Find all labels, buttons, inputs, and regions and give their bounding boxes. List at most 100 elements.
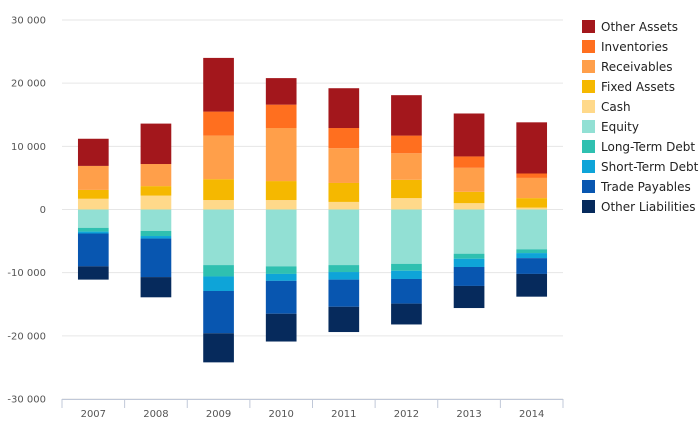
bar-segment-equity-2009[interactable] xyxy=(203,209,234,266)
bar-segment-cash-2008[interactable] xyxy=(140,195,172,210)
bar-segment-equity-2008[interactable] xyxy=(140,209,172,231)
bar-segment-cash-2009[interactable] xyxy=(203,200,234,210)
legend-item-other-liabilities[interactable]: Other Liabilities xyxy=(582,200,696,214)
bar-segment-fixed-assets-2013[interactable] xyxy=(453,191,485,204)
bar-segment-long-term-debt-2011[interactable] xyxy=(328,265,360,273)
bar-segment-other-assets-2009[interactable] xyxy=(203,57,234,112)
bar-segment-receivables-2008[interactable] xyxy=(140,164,172,187)
bar-segment-trade-payables-2010[interactable] xyxy=(265,280,297,314)
bar-segment-trade-payables-2014[interactable] xyxy=(516,258,548,274)
bar-segment-equity-2007[interactable] xyxy=(77,209,109,228)
bar-segment-other-assets-2008[interactable] xyxy=(140,123,172,165)
bar-segment-equity-2012[interactable] xyxy=(391,209,422,264)
bar-segment-other-assets-2014[interactable] xyxy=(516,122,548,174)
bar-segment-other-assets-2007[interactable] xyxy=(77,138,109,166)
bar-segment-equity-2014[interactable] xyxy=(516,209,548,250)
y-tick-label: 0 xyxy=(40,205,46,216)
bar-segment-inventories-2014[interactable] xyxy=(516,173,548,178)
legend-label: Short-Term Debt xyxy=(601,160,699,174)
bar-segment-trade-payables-2008[interactable] xyxy=(140,238,172,278)
bar-segment-fixed-assets-2011[interactable] xyxy=(328,182,360,202)
bar-segment-equity-2011[interactable] xyxy=(328,209,360,266)
bar-segment-long-term-debt-2007[interactable] xyxy=(77,227,109,232)
bar-segment-short-term-debt-2013[interactable] xyxy=(453,258,485,267)
bar-segment-cash-2013[interactable] xyxy=(453,203,485,210)
bar-segment-long-term-debt-2013[interactable] xyxy=(453,253,485,259)
bar-segment-trade-payables-2013[interactable] xyxy=(453,266,485,286)
bar-segment-short-term-debt-2007[interactable] xyxy=(77,231,109,234)
bar-segment-inventories-2010[interactable] xyxy=(265,104,297,129)
legend-item-inventories[interactable]: Inventories xyxy=(582,40,668,54)
bar-segment-long-term-debt-2010[interactable] xyxy=(265,266,297,274)
bar-segment-cash-2014[interactable] xyxy=(516,207,548,210)
bar-segment-fixed-assets-2009[interactable] xyxy=(203,179,234,201)
legend-swatch xyxy=(582,60,595,73)
x-tick-label: 2008 xyxy=(143,409,168,420)
bar-segment-trade-payables-2012[interactable] xyxy=(391,278,422,304)
legend-item-cash[interactable]: Cash xyxy=(582,100,631,114)
bar-segment-fixed-assets-2008[interactable] xyxy=(140,186,172,196)
bar-segment-equity-2013[interactable] xyxy=(453,209,485,254)
bar-segment-other-assets-2011[interactable] xyxy=(328,88,360,129)
legend-swatch xyxy=(582,100,595,113)
legend-item-receivables[interactable]: Receivables xyxy=(582,60,673,74)
bar-segment-receivables-2014[interactable] xyxy=(516,177,548,199)
bar-segment-trade-payables-2007[interactable] xyxy=(77,233,109,267)
legend-item-short-term-debt[interactable]: Short-Term Debt xyxy=(582,160,699,174)
bar-segment-other-liabilities-2012[interactable] xyxy=(391,303,422,325)
legend-item-other-assets[interactable]: Other Assets xyxy=(582,20,678,34)
bar-segment-receivables-2013[interactable] xyxy=(453,167,485,192)
legend: Other Assets Inventories Receivables Fixed … xyxy=(582,20,699,214)
bar-segment-fixed-assets-2007[interactable] xyxy=(77,189,109,199)
legend-item-long-term-debt[interactable]: Long-Term Debt xyxy=(582,140,695,154)
bar-segment-short-term-debt-2009[interactable] xyxy=(203,276,234,291)
bar-segment-other-liabilities-2009[interactable] xyxy=(203,333,234,363)
x-tick-label: 2012 xyxy=(394,409,419,420)
bar-segment-inventories-2009[interactable] xyxy=(203,111,234,136)
bar-segment-long-term-debt-2014[interactable] xyxy=(516,249,548,254)
bar-segment-receivables-2011[interactable] xyxy=(328,148,360,183)
bar-segment-short-term-debt-2012[interactable] xyxy=(391,270,422,279)
bar-segment-other-liabilities-2008[interactable] xyxy=(140,277,172,298)
x-tick-label: 2013 xyxy=(456,409,481,420)
bar-segment-other-assets-2012[interactable] xyxy=(391,95,422,136)
legend-swatch xyxy=(582,180,595,193)
bar-segment-other-assets-2013[interactable] xyxy=(453,113,485,157)
bar-segment-equity-2010[interactable] xyxy=(265,209,297,267)
bar-segment-fixed-assets-2014[interactable] xyxy=(516,198,548,208)
bar-segment-cash-2011[interactable] xyxy=(328,201,360,210)
bar-segment-inventories-2011[interactable] xyxy=(328,128,360,149)
bar-segment-other-liabilities-2007[interactable] xyxy=(77,266,109,280)
bar-segment-inventories-2012[interactable] xyxy=(391,135,422,154)
bar-segment-cash-2012[interactable] xyxy=(391,198,422,210)
bar-segment-receivables-2009[interactable] xyxy=(203,135,234,180)
bar-segment-trade-payables-2009[interactable] xyxy=(203,290,234,334)
bar-segment-fixed-assets-2010[interactable] xyxy=(265,181,297,201)
legend-item-equity[interactable]: Equity xyxy=(582,120,639,134)
legend-swatch xyxy=(582,20,595,33)
bar-segment-other-assets-2010[interactable] xyxy=(265,78,297,105)
bar-segment-inventories-2013[interactable] xyxy=(453,156,485,168)
bar-segment-trade-payables-2011[interactable] xyxy=(328,279,360,307)
bar-segment-cash-2007[interactable] xyxy=(77,198,109,210)
legend-item-trade-payables[interactable]: Trade Payables xyxy=(582,180,691,194)
bar-segment-other-liabilities-2013[interactable] xyxy=(453,285,485,309)
bar-segment-receivables-2010[interactable] xyxy=(265,128,297,182)
bar-segment-cash-2010[interactable] xyxy=(265,200,297,210)
bar-segment-long-term-debt-2012[interactable] xyxy=(391,263,422,271)
bar-segment-short-term-debt-2011[interactable] xyxy=(328,272,360,280)
bar-segment-long-term-debt-2009[interactable] xyxy=(203,265,234,277)
bar-segment-other-liabilities-2011[interactable] xyxy=(328,306,360,333)
bar-segment-short-term-debt-2010[interactable] xyxy=(265,273,297,281)
bar-segment-other-liabilities-2014[interactable] xyxy=(516,273,548,297)
bar-segment-receivables-2007[interactable] xyxy=(77,165,109,190)
bar-segment-receivables-2012[interactable] xyxy=(391,153,422,180)
bar-segment-fixed-assets-2012[interactable] xyxy=(391,179,422,199)
legend-item-fixed-assets[interactable]: Fixed Assets xyxy=(582,80,675,94)
bar-segment-short-term-debt-2008[interactable] xyxy=(140,236,172,239)
bar-segment-short-term-debt-2014[interactable] xyxy=(516,253,548,259)
bar-segment-other-liabilities-2010[interactable] xyxy=(265,313,297,342)
legend-label: Equity xyxy=(601,120,639,134)
bar-segment-long-term-debt-2008[interactable] xyxy=(140,230,172,237)
